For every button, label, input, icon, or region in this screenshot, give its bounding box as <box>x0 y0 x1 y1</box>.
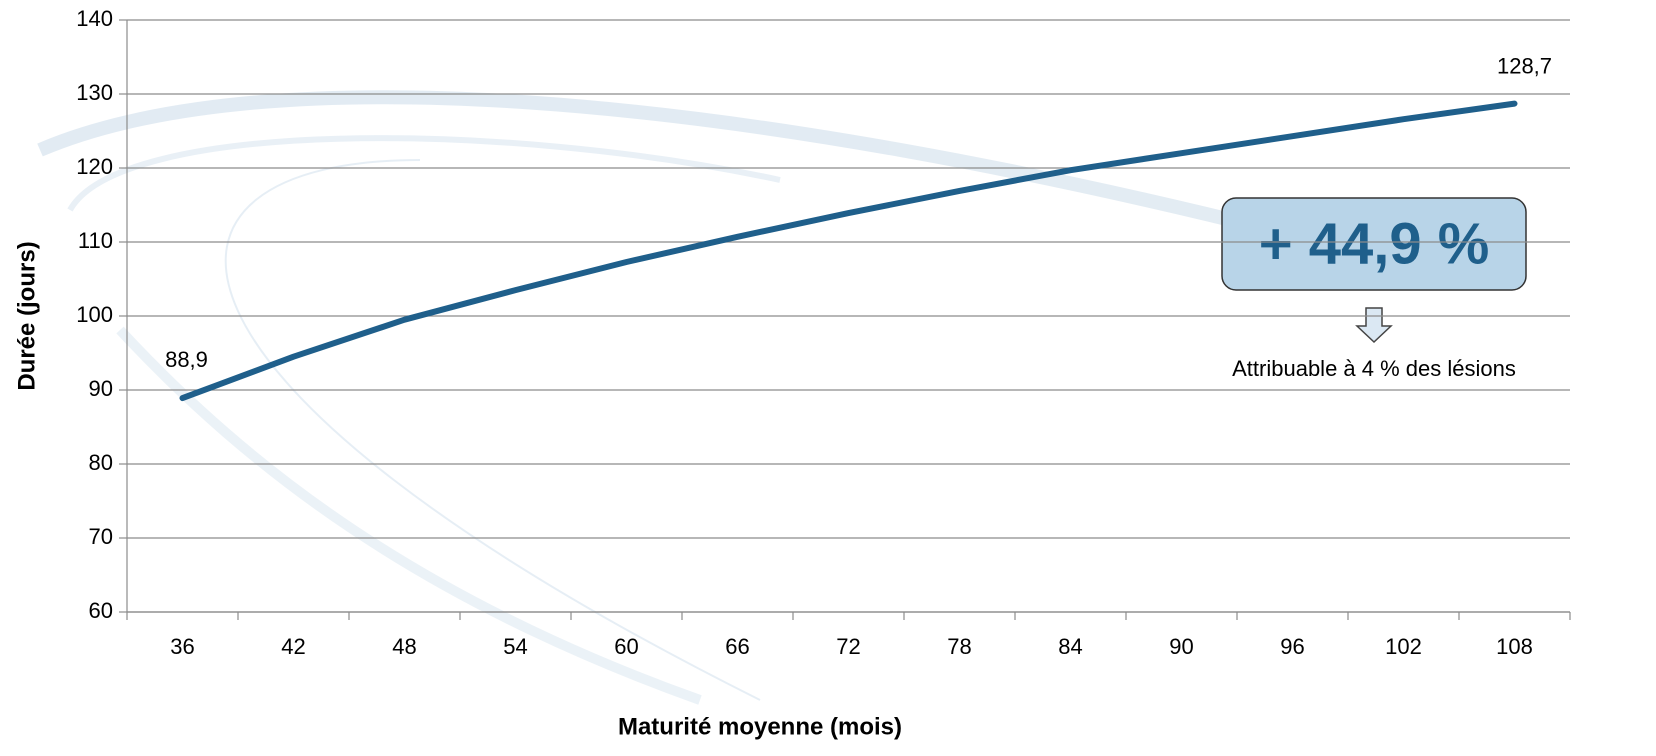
y-axis-title: Durée (jours) <box>13 241 40 390</box>
x-tick-label: 96 <box>1280 634 1304 659</box>
x-tick-label: 48 <box>392 634 416 659</box>
y-tick-label: 100 <box>76 302 113 327</box>
annotation-text: Attribuable à 4 % des lésions <box>1232 356 1516 381</box>
swoosh <box>70 138 780 210</box>
y-tick-label: 120 <box>76 154 113 179</box>
x-tick-label: 84 <box>1058 634 1082 659</box>
y-tick-label: 80 <box>89 450 113 475</box>
y-tick-label: 90 <box>89 376 113 401</box>
data-label: 128,7 <box>1497 53 1552 78</box>
x-tick-label: 90 <box>1169 634 1193 659</box>
y-tick-label: 110 <box>78 228 113 253</box>
x-tick-label: 60 <box>614 634 638 659</box>
chart: Maturité moyenne (mois) Durée (jours) + … <box>0 0 1656 756</box>
x-tick-label: 72 <box>836 634 860 659</box>
x-tick-label: 54 <box>503 634 527 659</box>
x-axis-title: Maturité moyenne (mois) <box>618 713 902 740</box>
y-tick-label: 130 <box>76 80 113 105</box>
background-swoosh <box>40 97 1350 700</box>
y-tick-label: 140 <box>76 6 113 31</box>
x-tick-label: 102 <box>1385 634 1422 659</box>
down-arrow <box>1357 308 1391 342</box>
callout-text: + 44,9 % <box>1259 211 1490 276</box>
x-tick-label: 42 <box>281 634 305 659</box>
y-tick-label: 70 <box>89 524 113 549</box>
data-label: 88,9 <box>165 347 208 372</box>
x-tick-label: 108 <box>1496 634 1533 659</box>
x-tick-label: 66 <box>725 634 749 659</box>
x-tick-label: 36 <box>170 634 194 659</box>
swoosh <box>226 160 760 700</box>
swoosh <box>40 97 1350 250</box>
x-tick-label: 78 <box>947 634 971 659</box>
y-tick-label: 60 <box>89 598 113 623</box>
